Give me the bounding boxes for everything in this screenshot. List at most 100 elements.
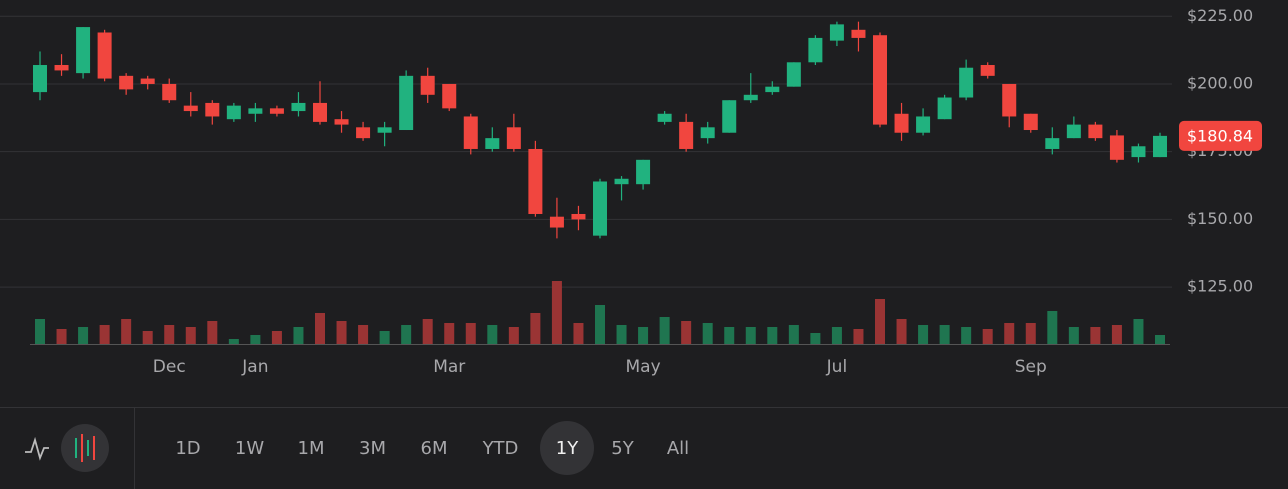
range-button-label: 6M bbox=[421, 438, 448, 459]
candle-body bbox=[485, 138, 500, 149]
candle-body bbox=[571, 213, 586, 220]
range-button-label: 1D bbox=[175, 438, 200, 459]
range-button[interactable]: 1Y bbox=[540, 421, 594, 475]
candle-body bbox=[765, 86, 780, 93]
candle-body bbox=[937, 97, 952, 120]
candle-body bbox=[1109, 135, 1124, 160]
y-tick-label: $200.00 bbox=[1187, 73, 1253, 92]
range-button-label: All bbox=[667, 438, 689, 459]
range-button-label: 1Y bbox=[556, 438, 579, 459]
volume-bar bbox=[530, 313, 541, 344]
candle-body bbox=[1088, 124, 1103, 139]
volume-bar bbox=[1004, 323, 1015, 344]
x-tick-label: Jul bbox=[826, 357, 848, 377]
candle-body bbox=[33, 65, 47, 93]
range-button-label: 5Y bbox=[611, 438, 634, 459]
candle-body bbox=[463, 116, 478, 149]
volume-bar bbox=[831, 327, 842, 344]
volume-bar bbox=[788, 325, 799, 344]
volume-bar bbox=[982, 329, 993, 344]
candle-body bbox=[679, 121, 694, 149]
candle-body bbox=[269, 108, 284, 114]
volume-bar bbox=[315, 313, 325, 344]
range-button-label: 1M bbox=[298, 438, 325, 459]
volume-bar bbox=[702, 323, 713, 344]
candle-body bbox=[1002, 83, 1017, 117]
volume-bar bbox=[336, 321, 347, 344]
volume-bar bbox=[595, 305, 605, 344]
volume-bar bbox=[810, 333, 821, 344]
range-button[interactable]: 1D bbox=[175, 438, 200, 459]
volume-bar bbox=[896, 319, 907, 344]
candle-body bbox=[851, 29, 866, 38]
candle-body bbox=[722, 100, 737, 133]
candle-body bbox=[1045, 138, 1060, 149]
icon-bg bbox=[61, 424, 109, 472]
volume-bar bbox=[293, 327, 304, 344]
volume-bar bbox=[961, 327, 972, 344]
volume-bar bbox=[121, 319, 132, 344]
volume-bar bbox=[853, 329, 864, 344]
volume-bar bbox=[875, 299, 885, 344]
volume-bar bbox=[659, 317, 670, 344]
line-chart-icon[interactable] bbox=[25, 436, 49, 461]
candle-body bbox=[657, 113, 672, 122]
candle-body bbox=[442, 83, 457, 109]
range-button[interactable]: 1W bbox=[235, 438, 264, 459]
candle-body bbox=[506, 127, 521, 149]
x-tick-label: Mar bbox=[433, 357, 465, 377]
candle-body bbox=[226, 105, 241, 120]
volume-bar bbox=[1155, 335, 1165, 344]
volume-bar bbox=[487, 325, 498, 344]
volume-bar bbox=[508, 327, 519, 344]
volume-bar bbox=[939, 325, 950, 344]
volume-bar bbox=[745, 327, 756, 344]
range-button[interactable]: 5Y bbox=[611, 438, 634, 459]
candle-body bbox=[313, 102, 327, 122]
x-tick-label: Jan bbox=[241, 357, 268, 377]
volume-bar bbox=[724, 327, 735, 344]
volume-bar bbox=[1025, 323, 1036, 344]
volume-bar bbox=[918, 325, 929, 344]
candle-body bbox=[894, 113, 909, 133]
volume-bar bbox=[681, 321, 692, 344]
volume-bar bbox=[616, 325, 627, 344]
candle-body bbox=[700, 127, 715, 139]
volume-bar bbox=[465, 323, 476, 344]
candle-body bbox=[636, 159, 651, 185]
range-button[interactable]: 6M bbox=[421, 438, 448, 459]
candle-body bbox=[420, 75, 435, 95]
volume-bar bbox=[1047, 311, 1058, 344]
y-tick-label: $150.00 bbox=[1187, 209, 1253, 228]
volume-bar bbox=[228, 339, 239, 344]
candle-body bbox=[916, 116, 931, 133]
range-button[interactable]: YTD bbox=[482, 438, 519, 459]
range-button-label: 3M bbox=[359, 438, 386, 459]
range-button[interactable]: 1M bbox=[298, 438, 325, 459]
volume-bar bbox=[573, 323, 584, 344]
volume-bar bbox=[207, 321, 218, 344]
volume-bar bbox=[271, 331, 282, 344]
candle-body bbox=[334, 119, 349, 125]
candle-body bbox=[399, 75, 414, 131]
candle-body bbox=[119, 75, 134, 90]
range-button[interactable]: All bbox=[667, 438, 689, 459]
candle-body bbox=[980, 65, 995, 76]
volume-bar bbox=[56, 329, 67, 344]
price-badge bbox=[1179, 120, 1262, 151]
candle-body bbox=[743, 94, 758, 101]
candle-body bbox=[356, 127, 371, 139]
volume-bar bbox=[185, 327, 196, 344]
volume-bar bbox=[99, 325, 110, 344]
range-button[interactable]: 3M bbox=[359, 438, 386, 459]
volume-bar bbox=[401, 325, 412, 344]
candle-body bbox=[829, 24, 844, 41]
candle-chart-icon[interactable] bbox=[61, 424, 109, 472]
volume-bar bbox=[1133, 319, 1144, 344]
y-tick-label: $225.00 bbox=[1187, 6, 1253, 25]
x-tick-label: Sep bbox=[1015, 357, 1047, 377]
volume-bar bbox=[767, 327, 778, 344]
price-badge-label: $180.84 bbox=[1187, 126, 1253, 145]
volume-bar bbox=[78, 327, 89, 344]
